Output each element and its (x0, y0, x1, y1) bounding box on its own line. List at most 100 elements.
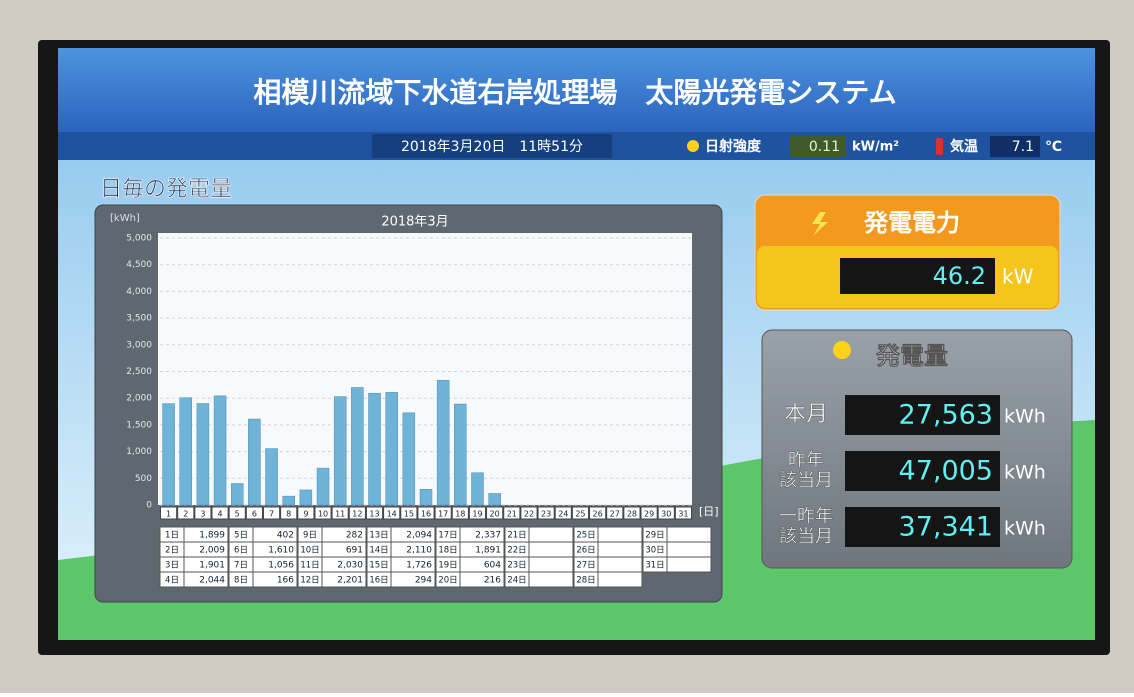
x-tick-label: 3 (200, 510, 205, 519)
x-tick-label: 19 (472, 510, 482, 519)
bar (266, 449, 278, 505)
bar (386, 392, 398, 505)
energy-title: 発電量 (875, 342, 948, 370)
table-value: 1,891 (475, 546, 501, 556)
x-tick-label: 23 (541, 510, 551, 519)
table-value-cell (667, 527, 711, 542)
y-tick-label: 5,000 (126, 234, 152, 244)
table-value: 2,030 (337, 561, 363, 571)
screen-photo: 相模川流域下水道右岸処理場 太陽光発電システム 2018年3月20日 11時51… (0, 0, 1134, 693)
bar (248, 419, 260, 505)
table-day: 4日 (165, 576, 179, 586)
table-day: 17日 (438, 531, 457, 541)
x-tick-label: 28 (627, 510, 637, 519)
table-value-cell (598, 527, 642, 542)
table-day: 27日 (576, 561, 595, 571)
y-axis-label: [kWh] (110, 213, 140, 224)
bar (231, 484, 243, 505)
power-title: 発電電力 (863, 209, 960, 237)
energy-row-label: 一昨年 (779, 506, 833, 527)
x-tick-label: 30 (661, 510, 671, 519)
bar (214, 396, 226, 505)
irradiance-label: 日射強度 (705, 138, 762, 155)
table-value: 1,610 (268, 546, 294, 556)
bar (420, 489, 432, 505)
table-value: 1,726 (406, 561, 432, 571)
power-unit: kW (1002, 265, 1034, 289)
x-tick-label: 31 (678, 510, 688, 519)
energy-value: 37,341 (899, 512, 993, 543)
x-tick-label: 6 (252, 510, 257, 519)
bar (454, 404, 466, 505)
table-day: 23日 (507, 561, 526, 571)
table-day: 10日 (300, 546, 319, 556)
y-tick-label: 2,500 (126, 367, 152, 377)
y-tick-label: 4,500 (126, 260, 152, 270)
sun-icon (687, 140, 699, 152)
energy-row-label: 該当月 (779, 470, 833, 491)
table-value-cell (529, 557, 573, 572)
energy-value: 47,005 (899, 456, 993, 487)
table-day: 28日 (576, 576, 595, 586)
irradiance-value: 0.11 (809, 139, 840, 155)
table-value-cell (598, 557, 642, 572)
table-day: 21日 (507, 531, 526, 541)
y-tick-label: 3,500 (126, 314, 152, 324)
x-tick-label: 7 (269, 510, 274, 519)
x-tick-label: 17 (438, 510, 448, 519)
bar (437, 380, 449, 505)
table-value-cell (598, 542, 642, 557)
bulb-icon (833, 341, 851, 359)
x-tick-label: 4 (218, 510, 223, 519)
table-value: 2,044 (199, 576, 225, 586)
x-tick-label: 1 (166, 510, 171, 519)
table-day: 18日 (438, 546, 457, 556)
table-day: 22日 (507, 546, 526, 556)
bar (489, 493, 501, 505)
table-day: 5日 (234, 531, 248, 541)
table-day: 8日 (234, 576, 248, 586)
bar (180, 398, 192, 505)
table-value: 294 (415, 576, 432, 586)
table-day: 24日 (507, 576, 526, 586)
table-value: 1,899 (199, 531, 225, 541)
table-day: 1日 (165, 531, 179, 541)
x-tick-label: 16 (421, 510, 431, 519)
x-tick-label: 8 (286, 510, 291, 519)
table-value-cell (667, 542, 711, 557)
table-value: 2,110 (406, 546, 432, 556)
energy-unit: kWh (1004, 462, 1046, 484)
table-value: 166 (277, 576, 294, 586)
table-day: 12日 (300, 576, 319, 586)
bar (471, 473, 483, 505)
title: 相模川流域下水道右岸処理場 太陽光発電システム (253, 76, 896, 109)
bar (351, 387, 363, 505)
table-value: 2,201 (337, 576, 363, 586)
table-day: 19日 (438, 561, 457, 571)
table-value-cell (667, 557, 711, 572)
x-tick-label: 21 (507, 510, 517, 519)
table-day: 30日 (645, 546, 664, 556)
table-value: 1,901 (199, 561, 225, 571)
page: {"header": {"title": "相模川流域下水道右岸処理場 太陽光発… (0, 0, 1134, 693)
table-day: 14日 (369, 546, 388, 556)
x-tick-label: 12 (352, 510, 362, 519)
x-tick-label: 26 (593, 510, 603, 519)
table-value: 216 (484, 576, 501, 586)
bar (403, 413, 415, 505)
y-tick-label: 500 (135, 474, 152, 484)
table-value: 691 (346, 546, 363, 556)
table-day: 20日 (438, 576, 457, 586)
table-value: 2,094 (406, 531, 432, 541)
bar (300, 490, 312, 505)
energy-unit: kWh (1004, 518, 1046, 540)
datetime: 2018年3月20日 11時51分 (401, 139, 583, 155)
y-tick-label: 4,000 (126, 287, 152, 297)
bar (197, 403, 209, 505)
x-tick-label: 5 (235, 510, 240, 519)
x-tick-label: 20 (490, 510, 500, 519)
y-tick-label: 1,000 (126, 447, 152, 457)
energy-row-label: 本月 (784, 402, 828, 427)
x-tick-label: 9 (303, 510, 308, 519)
table-day: 15日 (369, 561, 388, 571)
